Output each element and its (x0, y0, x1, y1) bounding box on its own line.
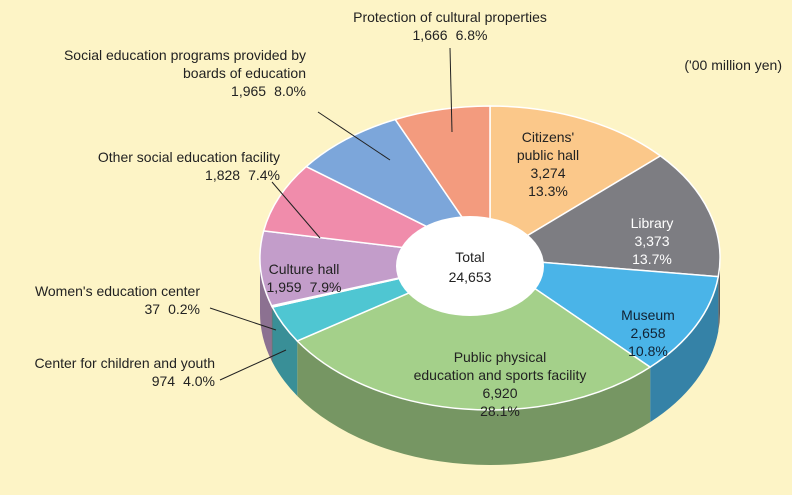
category-label: boards of education (183, 65, 306, 81)
category-label: education and sports facility (414, 367, 587, 383)
value-label: 1,828 (205, 167, 240, 183)
leader-line (271, 181, 321, 239)
center-label: Total (455, 249, 485, 265)
leader-line (449, 47, 453, 133)
value-label-group: 1,828 7.4% (205, 167, 280, 183)
slice-side (271, 305, 273, 363)
slice (487, 155, 721, 278)
percent-label: 4.0% (183, 373, 215, 389)
category-label: Other social education facility (98, 149, 280, 165)
slice (489, 105, 662, 260)
category-label: public hall (517, 147, 579, 163)
center-total: 24,653 (449, 269, 492, 285)
slice-side (650, 276, 719, 423)
leader-line (317, 111, 391, 161)
value-label-group: 974 4.0% (152, 373, 215, 389)
percent-label: 10.8% (628, 343, 668, 359)
percent-label: 8.0% (274, 83, 306, 99)
value-label: 3,274 (530, 165, 565, 181)
labels: Citizens' public hall 3,274 13.3% Library 3,3… (34, 9, 674, 419)
value-label-group: 1,666 6.8% (413, 27, 488, 43)
category-label: Social education programs provided by (64, 47, 306, 63)
value-label-group: 1,959 7.9% (267, 279, 342, 295)
percent-label: 13.3% (528, 183, 568, 199)
value-label: 3,373 (634, 233, 669, 249)
category-label: Center for children and youth (34, 355, 215, 371)
percent-label: 0.2% (168, 301, 200, 317)
slice-side (297, 340, 651, 466)
category-label: Museum (621, 307, 675, 323)
value-label: 1,959 (267, 279, 302, 295)
pie-sides (260, 258, 720, 466)
category-label: Protection of cultural properties (353, 9, 547, 25)
category-label: Women's education center (35, 283, 200, 299)
percent-label: 6.8% (456, 27, 488, 43)
value-label: 1,666 (413, 27, 448, 43)
percent-label: 28.1% (480, 403, 520, 419)
center-hole (396, 216, 544, 316)
value-label: 6,920 (482, 385, 517, 401)
slice-side (272, 307, 298, 396)
value-label: 2,658 (630, 325, 665, 341)
leader-line (209, 307, 277, 331)
slice (259, 230, 491, 307)
percent-label: 7.9% (310, 279, 342, 295)
percent-label: 13.7% (632, 251, 672, 267)
slice (295, 257, 652, 411)
value-label: 1,965 (231, 83, 266, 99)
leader-line (219, 349, 287, 381)
slice (487, 257, 720, 369)
category-label: Citizens' (522, 129, 574, 145)
category-label: Library (631, 215, 674, 231)
percent-label: 7.4% (248, 167, 280, 183)
category-label: Public physical (454, 349, 547, 365)
category-label: Culture hall (269, 261, 340, 277)
value-label: 974 (152, 373, 176, 389)
value-label: 37 (145, 301, 161, 317)
value-label-group: 37 0.2% (145, 301, 201, 317)
value-label-group: 1,965 8.0% (231, 83, 306, 99)
unit-label: ('00 million yen) (684, 57, 782, 73)
